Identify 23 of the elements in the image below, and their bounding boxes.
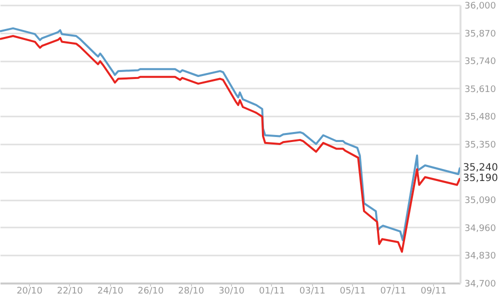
y-tick-label: 35,480 — [464, 112, 496, 123]
x-tick-label: 07/11 — [380, 286, 406, 296]
annotation: 35,240 — [463, 162, 498, 174]
y-tick-label: 36,000 — [464, 2, 496, 12]
x-tick-label: 20/10 — [16, 286, 43, 296]
y-tick-label: 34,830 — [464, 252, 496, 262]
x-tick-label: 01/11 — [258, 286, 285, 296]
y-tick-label: 34,700 — [464, 280, 496, 290]
y-tick-label: 35,610 — [464, 84, 496, 95]
x-tick-label: 28/10 — [178, 286, 204, 296]
x-tick-label: 05/11 — [340, 286, 366, 296]
y-tick-label: 35,350 — [464, 140, 496, 150]
x-tick-label: 09/11 — [420, 286, 447, 296]
x-tick-label: 26/10 — [138, 286, 164, 296]
y-tick-label: 35,090 — [464, 196, 496, 206]
x-tick-label: 30/10 — [218, 286, 245, 296]
y-tick-label: 35,870 — [464, 29, 496, 40]
x-tick-label: 24/10 — [97, 286, 124, 296]
x-tick-label: 03/11 — [299, 286, 326, 296]
y-tick-label: 34,960 — [464, 224, 496, 234]
x-tick-label: 22/10 — [56, 286, 84, 296]
annotation: 35,190 — [463, 173, 498, 184]
y-tick-label: 35,740 — [464, 57, 496, 68]
